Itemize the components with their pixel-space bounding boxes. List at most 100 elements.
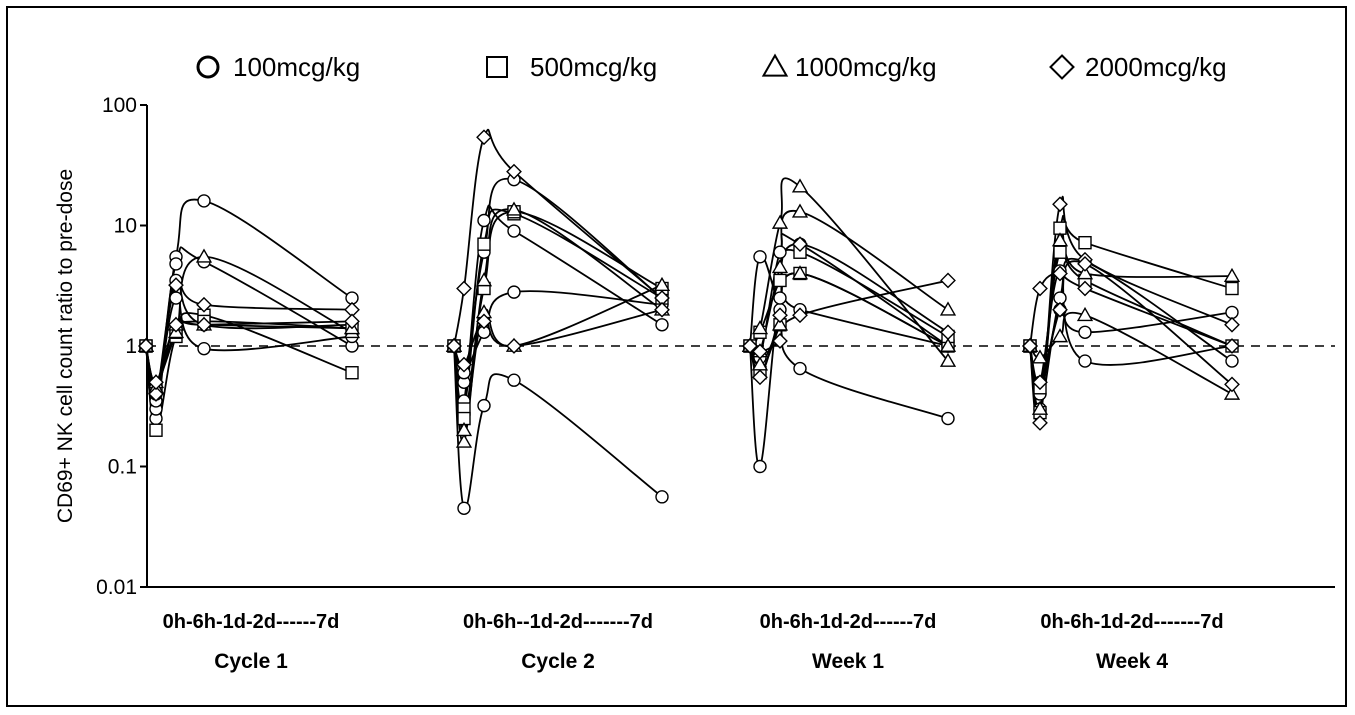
- marker-circle: [773, 245, 787, 259]
- marker-triangle: [939, 352, 957, 367]
- legend-item-diamond: 2000mcg/kg: [1049, 52, 1227, 82]
- marker-diamond: [792, 236, 808, 253]
- marker-circle: [197, 341, 211, 356]
- marker-diamond: [1032, 280, 1048, 297]
- marker-triangle: [771, 316, 789, 331]
- series-layer: [137, 129, 1241, 515]
- x-timepoint-label: 0h-6h-1d-2d------7d: [163, 611, 340, 633]
- marker-square: [1053, 245, 1067, 259]
- x-timepoint-label: 0h-6h--1d-2d-------7d: [463, 611, 653, 633]
- marker-diamond: [1052, 196, 1068, 213]
- x-group-label: Cycle 2: [521, 650, 595, 673]
- marker-diamond: [476, 313, 492, 330]
- marker-diamond: [1052, 301, 1068, 318]
- marker-triangle: [1031, 400, 1049, 415]
- group-week-1: [741, 177, 957, 474]
- marker-circle: [1225, 305, 1239, 320]
- marker-triangle: [475, 272, 493, 287]
- axes: 100 10 1 0.1 0.01 CD69+ NK cell count ratio t…: [54, 94, 1335, 673]
- marker-diamond: [506, 163, 522, 180]
- group-cycle-1: [137, 194, 361, 437]
- marker-triangle: [455, 433, 473, 448]
- marker-circle: [753, 250, 767, 264]
- marker-circle: [169, 257, 183, 271]
- x-group-label: Week 4: [1096, 650, 1168, 673]
- marker-triangle: [771, 214, 789, 229]
- group-cycle-2: [445, 129, 671, 515]
- marker-triangle: [1031, 349, 1049, 364]
- y-tick-label: 0.1: [108, 456, 137, 479]
- marker-triangle: [1076, 306, 1094, 322]
- marker-diamond: [1052, 265, 1068, 282]
- marker-diamond: [148, 386, 164, 402]
- marker-diamond: [1022, 338, 1038, 354]
- marker-circle: [507, 373, 521, 387]
- diamond-icon: [1049, 54, 1075, 80]
- legend-label: 1000mcg/kg: [795, 52, 937, 82]
- series-line: [145, 198, 353, 422]
- marker-diamond: [196, 316, 212, 333]
- marker-diamond: [168, 316, 184, 333]
- legend-item-square: 500mcg/kg: [486, 52, 657, 82]
- marker-diamond: [506, 338, 522, 354]
- marker-diamond: [148, 374, 164, 391]
- legend-label: 2000mcg/kg: [1085, 52, 1227, 82]
- x-group-label: Week 1: [812, 650, 884, 673]
- marker-triangle: [1223, 267, 1241, 283]
- marker-circle: [169, 291, 183, 305]
- marker-triangle: [195, 248, 213, 263]
- legend: 100mcg/kg 500mcg/kg 1000mcg/kg 2000mcg/kg: [196, 52, 1227, 82]
- marker-circle: [1078, 354, 1092, 368]
- group-week-4: [1021, 195, 1241, 431]
- marker-diamond: [196, 296, 212, 313]
- marker-diamond: [1224, 338, 1240, 354]
- marker-circle: [477, 213, 491, 228]
- marker-circle: [197, 194, 211, 208]
- marker-diamond: [1077, 256, 1093, 272]
- marker-circle: [507, 285, 521, 299]
- marker-diamond: [446, 338, 462, 354]
- x-timepoint-label: 0h-6h-1d-2d-------7d: [1040, 611, 1223, 633]
- marker-diamond: [1224, 376, 1240, 393]
- marker-triangle: [791, 203, 809, 218]
- marker-square: [149, 423, 163, 437]
- marker-circle: [793, 361, 807, 376]
- marker-diamond: [168, 277, 184, 294]
- marker-diamond: [456, 356, 472, 373]
- marker-square: [477, 237, 491, 251]
- marker-circle: [477, 398, 491, 413]
- marker-circle: [1078, 325, 1092, 339]
- marker-diamond: [344, 313, 360, 330]
- marker-diamond: [476, 129, 492, 146]
- x-timepoint-label: 0h-6h-1d-2d------7d: [760, 611, 937, 633]
- marker-triangle: [1076, 265, 1094, 280]
- marker-diamond: [752, 343, 768, 360]
- y-axis-label: CD69+ NK cell count ratio to pre-dose: [54, 169, 77, 523]
- marker-triangle: [751, 320, 769, 335]
- triangle-icon: [761, 53, 789, 77]
- legend-item-circle: 100mcg/kg: [196, 52, 360, 82]
- series-line: [453, 345, 663, 510]
- marker-circle: [655, 318, 669, 332]
- x-group-label: Cycle 1: [214, 650, 288, 673]
- marker-diamond: [654, 301, 670, 318]
- marker-diamond: [752, 369, 768, 386]
- y-tick-label: 10: [114, 215, 137, 238]
- marker-triangle: [1051, 328, 1069, 343]
- marker-diamond: [138, 338, 154, 354]
- marker-square: [1078, 235, 1092, 250]
- marker-square: [345, 366, 359, 380]
- marker-diamond: [940, 272, 956, 289]
- marker-circle: [457, 501, 471, 515]
- marker-circle: [1225, 354, 1239, 368]
- marker-triangle: [1223, 385, 1241, 400]
- marker-triangle: [939, 301, 957, 316]
- marker-triangle: [455, 421, 473, 437]
- legend-label: 100mcg/kg: [233, 52, 360, 82]
- series-line: [1029, 311, 1233, 395]
- series-line: [1029, 233, 1233, 413]
- marker-circle: [507, 224, 521, 238]
- marker-diamond: [1077, 280, 1093, 297]
- marker-diamond: [1224, 316, 1240, 333]
- marker-circle: [773, 291, 787, 305]
